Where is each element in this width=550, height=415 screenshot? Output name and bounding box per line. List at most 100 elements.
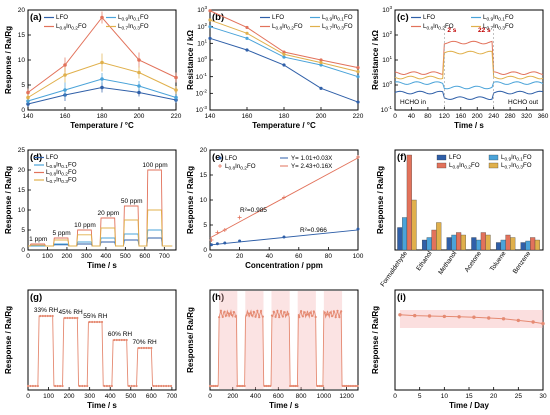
bar xyxy=(421,239,428,251)
y-tick-label: 20 xyxy=(18,7,26,14)
data-point xyxy=(269,384,272,388)
legend-entry: L0.9In0.1FO xyxy=(46,162,77,171)
data-point xyxy=(147,346,150,350)
panel-label: (h) xyxy=(212,292,224,303)
y-axis-title: Resistance / kΩ xyxy=(371,30,380,90)
y-tick-label: 0 xyxy=(21,107,25,114)
legend-swatch xyxy=(436,162,447,169)
data-point xyxy=(316,384,319,388)
bar xyxy=(530,237,536,251)
data-point xyxy=(93,320,96,324)
data-point xyxy=(296,384,299,388)
data-point xyxy=(265,384,268,388)
y-tick-label: 15 xyxy=(18,32,26,39)
x-axis-title: Time / s xyxy=(87,261,117,270)
data-point xyxy=(356,100,360,104)
data-point xyxy=(305,313,308,316)
data-point xyxy=(137,90,141,95)
y-tick-label: 10-2 xyxy=(196,89,208,98)
plot-frame xyxy=(27,289,177,391)
data-point xyxy=(250,314,253,317)
stability-band xyxy=(399,310,543,328)
data-point xyxy=(354,384,357,388)
data-point xyxy=(26,99,30,103)
data-point xyxy=(248,312,252,315)
data-point xyxy=(245,48,249,52)
data-point xyxy=(208,18,212,22)
concentration-label: 1 ppm xyxy=(29,236,47,243)
data-point xyxy=(309,311,312,314)
x-tick-label: 300 xyxy=(81,253,92,260)
x-tick-label: 80 xyxy=(424,113,432,120)
gas-exposure-band xyxy=(271,291,290,389)
category-label: Toluene xyxy=(489,250,508,273)
legend-swatch xyxy=(488,162,499,169)
x-tick-label: 1200 xyxy=(339,393,354,400)
data-point xyxy=(78,384,81,388)
data-point xyxy=(98,320,101,324)
data-point xyxy=(413,313,417,318)
data-point xyxy=(140,346,143,350)
bar xyxy=(525,240,531,251)
x-tick-label: 500 xyxy=(125,393,136,400)
y-tick-label: 10-3 xyxy=(196,105,208,114)
data-point xyxy=(95,320,99,324)
hcho-out-label: HCHO out xyxy=(508,99,538,106)
y-tick-label: 10-1 xyxy=(196,72,208,81)
x-tick-label: 140 xyxy=(23,113,34,120)
legend-entry: LFO xyxy=(46,154,58,161)
y-tick-label: 5 xyxy=(21,227,25,234)
data-point xyxy=(169,384,173,388)
x-tick-label: 200 xyxy=(62,253,73,260)
category-label: Methanol xyxy=(437,250,458,276)
data-point xyxy=(26,384,30,388)
bar xyxy=(402,217,408,251)
data-point xyxy=(218,316,221,319)
data-point xyxy=(128,384,131,388)
legend-entry: L0.8In0.2FO xyxy=(56,23,87,32)
data-point xyxy=(49,314,52,318)
data-point xyxy=(263,384,266,388)
data-point xyxy=(81,384,84,388)
chart-g: (g) Time / s Response / Ra/Rg 0 100 200 300 400… xyxy=(4,289,178,410)
x-tick-label: 60 xyxy=(295,253,303,260)
data-point xyxy=(100,320,104,324)
x-tick-label: 40 xyxy=(266,253,274,260)
legend-entry: L0.9In0.1FO xyxy=(118,14,149,23)
legend-entry: L0.8In0.2FO xyxy=(46,169,77,178)
data-point xyxy=(212,384,215,388)
data-point xyxy=(100,77,104,81)
data-point xyxy=(270,314,274,317)
panel-label: (c) xyxy=(397,12,409,23)
data-point xyxy=(427,314,432,318)
x-axis-title: Time / Day xyxy=(449,401,489,410)
data-point xyxy=(145,346,148,350)
data-point xyxy=(135,384,138,388)
response-time-label: 2 s xyxy=(447,27,456,34)
y-tick-label: 25 xyxy=(18,147,26,154)
data-point xyxy=(46,314,49,318)
data-point xyxy=(258,316,261,319)
data-point xyxy=(319,58,323,62)
data-point xyxy=(267,384,270,388)
bar xyxy=(460,234,466,251)
data-point xyxy=(100,85,104,90)
x-tick-label: 200 xyxy=(64,393,75,400)
data-point xyxy=(132,384,136,388)
data-point xyxy=(341,384,345,388)
x-tick-label: 280 xyxy=(505,113,516,120)
x-tick-label: 700 xyxy=(166,393,177,400)
data-point xyxy=(299,310,303,313)
x-tick-label: 5 xyxy=(418,393,422,400)
data-point xyxy=(120,338,123,342)
chart-c: (c) Time / s Resistance / kΩ 0 40 80 120 160 200… xyxy=(371,5,549,130)
data-point xyxy=(276,309,279,312)
legend-entry: L0.8In0.2FO xyxy=(449,162,480,171)
data-point xyxy=(345,384,348,388)
x-tick-label: 200 xyxy=(316,113,327,120)
concentration-label: 5 ppm xyxy=(53,230,71,237)
x-tick-label: 10 xyxy=(441,393,449,400)
data-point xyxy=(298,316,301,319)
data-point xyxy=(137,70,141,75)
y-tick-label: 10 xyxy=(18,57,26,64)
